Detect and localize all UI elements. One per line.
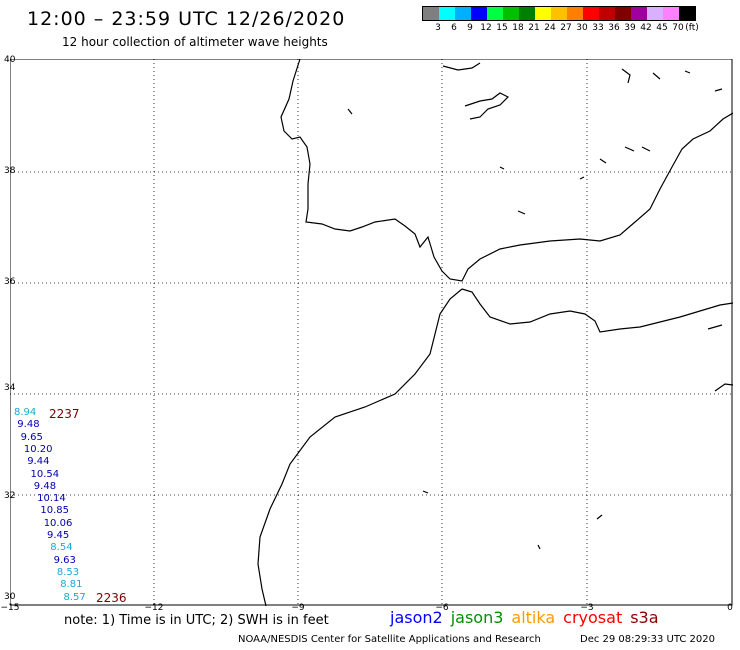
legend-swatch (567, 7, 583, 20)
map-subtitle: 12 hour collection of altimeter wave hei… (62, 35, 328, 49)
lon-label: −3 (580, 603, 594, 613)
legend-swatch (519, 7, 535, 20)
wave-height-value: 8.81 (60, 579, 83, 591)
legend-swatch (679, 7, 695, 20)
lon-label: −15 (0, 603, 20, 613)
coastline-map (10, 59, 733, 606)
legend-unit: (ft) (685, 23, 699, 33)
legend-label: 21 (528, 23, 540, 33)
wave-height-value: 9.63 (53, 554, 76, 566)
legend-swatch (583, 7, 599, 20)
lon-label: −12 (144, 603, 164, 613)
wave-height-value: 9.45 (47, 530, 70, 541)
lat-label: 30 (4, 592, 16, 602)
legend-swatches (422, 6, 696, 21)
legend-label: 18 (512, 23, 524, 33)
credit: NOAA/NESDIS Center for Satellite Applica… (238, 634, 541, 645)
wave-height-value: 8.53 (56, 566, 80, 578)
satellite-legend: jason2 jason3 altika cryosat s3a (390, 608, 667, 627)
legend-label: 70 (672, 23, 684, 33)
lat-label: 36 (4, 277, 16, 287)
map-title: 12:00 – 23:59 UTC 12/26/2020 (27, 8, 346, 30)
wave-height-value: 9.65 (20, 431, 43, 443)
legend-swatch (599, 7, 615, 20)
legend-label: 27 (560, 23, 572, 33)
satellite-label: s3a (630, 608, 659, 627)
lat-label: 34 (4, 383, 16, 393)
legend-label: 33 (592, 23, 604, 33)
lon-label: 0 (727, 603, 733, 613)
timestamp: Dec 29 08:29:33 UTC 2020 (580, 634, 715, 645)
legend-label: 15 (496, 23, 508, 33)
legend-label: 12 (480, 23, 492, 33)
legend-label: 3 (435, 23, 441, 33)
wave-height-value: 9.48 (17, 419, 40, 431)
legend-swatch (423, 7, 439, 20)
lat-label: 32 (4, 491, 16, 501)
legend-label: 36 (608, 23, 620, 33)
legend-label: 45 (656, 23, 668, 33)
wave-height-value: 9.48 (33, 480, 57, 492)
legend-swatch (551, 7, 567, 20)
legend-swatch (471, 7, 487, 20)
legend-labels: 3 6 9 12 15 18 21 24 27 30 33 36 39 42 45 70 (ft) (422, 21, 699, 35)
lon-label: −9 (291, 603, 305, 613)
wave-height-value: 8.94 (14, 407, 37, 418)
wave-height-value: 10.20 (23, 443, 53, 455)
legend-label: 42 (640, 23, 652, 33)
legend-label: 39 (624, 23, 636, 33)
legend-swatch (503, 7, 519, 20)
footnote: note: 1) Time is in UTC; 2) SWH is in fe… (64, 613, 329, 628)
color-scale-legend: 3 6 9 12 15 18 21 24 27 30 33 36 39 42 45 70 (ft) (422, 6, 699, 35)
track-time-label: 2236 (96, 591, 127, 605)
lon-label: −6 (435, 603, 449, 613)
legend-swatch (615, 7, 631, 20)
legend-label: 30 (576, 23, 588, 33)
track-time-label: 2237 (49, 407, 80, 421)
legend-label: 9 (467, 23, 473, 33)
wave-height-value: 8.57 (63, 591, 86, 603)
satellite-label: cryosat (563, 608, 623, 627)
legend-swatch (487, 7, 503, 20)
legend-swatch (663, 7, 679, 20)
lat-label: 38 (4, 166, 16, 176)
wave-height-value: 10.14 (37, 493, 66, 505)
legend-label: 6 (451, 23, 457, 33)
satellite-label: jason2 (390, 608, 443, 627)
wave-height-value: 9.44 (27, 456, 50, 468)
wave-height-value: 8.54 (50, 542, 73, 554)
legend-swatch (535, 7, 551, 20)
satellite-label: jason3 (450, 608, 504, 627)
wave-height-value: 10.06 (43, 517, 73, 529)
legend-label: 24 (544, 23, 556, 33)
satellite-label: altika (511, 608, 556, 627)
wave-height-value: 10.85 (40, 505, 70, 517)
legend-swatch (631, 7, 647, 20)
legend-swatch (439, 7, 455, 20)
legend-swatch (455, 7, 471, 20)
wave-height-value: 10.54 (30, 468, 60, 480)
lat-label: 40 (4, 55, 16, 65)
legend-swatch (647, 7, 663, 20)
